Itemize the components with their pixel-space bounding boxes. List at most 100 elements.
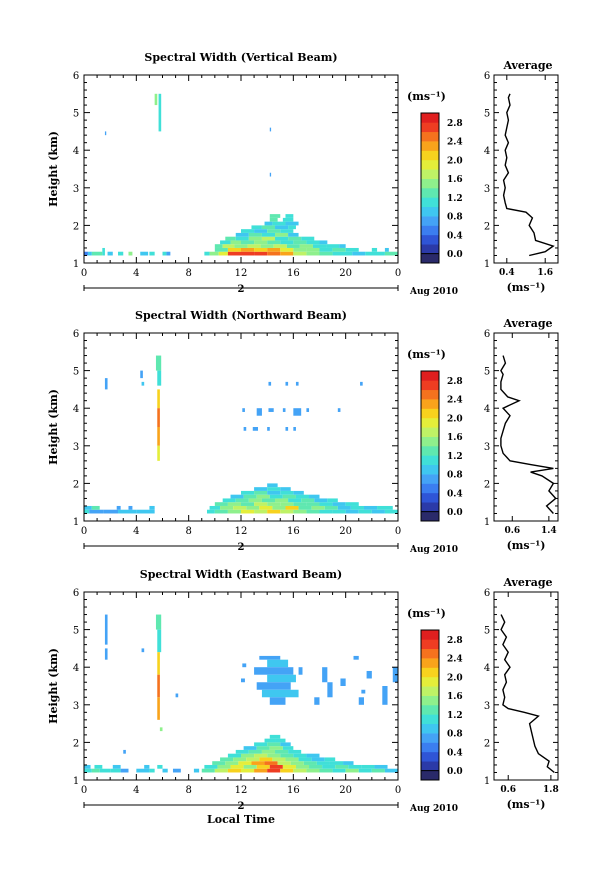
heatmap-cell [256,408,262,416]
colorbar-swatch [421,630,439,640]
colorbar-swatch [421,427,439,437]
heatmap-cell [201,768,215,773]
x-tick-label: 1.6 [537,268,553,278]
heatmap-cell [261,225,276,230]
heatmap-cell [269,734,281,739]
heatmap-cell [259,757,273,762]
heatmap-cell [293,502,307,506]
x-tick-label: 1.4 [541,526,557,536]
heatmap-cell [204,251,210,256]
colorbar-swatch [421,648,439,659]
heatmap-cell [251,761,265,765]
average-title: Average [502,576,552,589]
heatmap-cell [267,251,281,256]
heatmap-cell [282,217,294,222]
heatmap-cell [269,697,286,705]
heatmap-cell [293,240,307,245]
colorbar-swatch [421,399,439,409]
y-tick-label: 1 [73,259,79,270]
y-tick-label: 4 [73,663,79,674]
heatmap-cell [267,483,278,488]
heatmap-cell [269,127,272,132]
heatmap-cell [337,408,341,412]
colorbar-swatch [421,197,439,208]
heatmap-cell [303,761,317,765]
heatmap-cell [234,244,248,248]
y-tick-label: 4 [484,146,490,157]
heatmap-cell [241,229,255,233]
heatmap-cell [254,229,268,233]
heatmap-cell [358,509,372,514]
heatmap-cell [285,214,294,218]
heatmap-cell [293,247,307,252]
colorbar-tick-label: 1.2 [447,194,463,204]
colorbar-frame [420,370,440,522]
heatmap-cell [209,251,219,256]
heatmap-cell [141,648,145,653]
heatmap-cell [371,768,385,773]
colorbar-swatch [421,511,439,522]
heatmap-cell [162,768,168,773]
average-frame [493,332,559,522]
y-tick-label: 3 [484,701,490,712]
heatmap-cell [193,768,200,773]
heatmap-cell [332,502,346,506]
heatmap-cell [175,693,179,698]
heatmap-cell [157,652,160,675]
colorbar-swatch [421,225,439,236]
heatmap-cell [136,768,150,773]
x-tick-label: 0.4 [499,268,515,278]
x-tick-label: 4 [133,268,139,279]
colorbar-swatch [421,483,439,494]
heatmap-cell [275,225,289,230]
panel-title: Spectral Width (Eastward Beam) [140,568,342,581]
heatmap-cell [319,768,333,773]
heatmap-cell [306,240,320,245]
x-ticks [83,592,399,780]
colorbar-swatch [421,742,439,753]
y-tick-label: 4 [484,663,490,674]
heatmap-cell [288,236,302,241]
heatmap-cell [293,753,307,758]
x-axis-label: Local Time [207,813,275,826]
heatmap-cell [371,247,378,252]
heatmap-cell [251,225,262,230]
heatmap-cell [116,505,121,510]
colorbar-swatch [421,770,439,781]
heatmap-cell [209,505,221,510]
colorbar-swatch [421,178,439,189]
heatmap-cell [363,505,378,510]
average-x-label: (ms⁻¹) [507,539,546,552]
heatmap-cell [361,689,366,694]
heatmap-cell [282,764,296,769]
colorbar-tick-label: 2.8 [447,119,463,129]
panel-title: Spectral Width (Northward Beam) [135,309,347,322]
heatmap-cell [166,251,171,256]
heatmap-cell [243,427,247,431]
average-title: Average [502,59,552,72]
heatmap-cell [91,768,100,773]
colorbar-swatch [421,408,439,419]
y-tick-label: 5 [484,626,490,637]
heatmap-cell [277,761,291,765]
x-tick-label: 16 [287,268,300,279]
y-tick-label: 1 [484,259,490,270]
heatmap-cell [242,663,247,668]
heatmap-cell [332,251,353,256]
heatmap-cell [241,502,255,506]
heatmap-cell [254,753,268,758]
heatmap-cell [89,509,104,514]
average-panel-3: Average 1 2 3 4 5 6 0.6 1.8 (ms⁻¹) [484,576,559,811]
colorbar: (ms⁻¹) 0.0 0.4 0.8 1.2 1.6 2.0 2.4 2.8 [407,90,463,264]
heatmap-cell [214,502,228,506]
heatmap-cell [332,768,346,773]
heatmap-cell [280,753,294,758]
heatmap-cell [293,768,307,773]
colorbar-swatch [421,676,439,687]
heatmap-cell [107,251,113,256]
colorbar-tick-label: 1.6 [447,692,463,702]
heatmap-cell [261,498,276,503]
heatmap-cell [290,761,304,765]
average-x-label: (ms⁻¹) [507,798,546,811]
heatmap-cell [261,749,276,754]
